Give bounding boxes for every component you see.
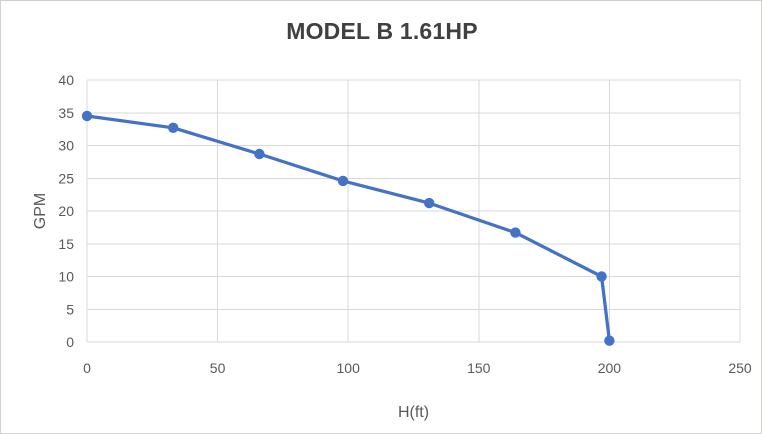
data-point-marker xyxy=(81,110,93,122)
data-point-marker xyxy=(424,197,435,209)
data-point-marker xyxy=(168,122,179,133)
data-point-marker xyxy=(510,227,521,238)
x-tick-label: 150 xyxy=(467,360,491,376)
y-tick-label: 0 xyxy=(66,334,74,350)
x-tick-label: 100 xyxy=(337,360,361,376)
y-tick-label: 15 xyxy=(58,236,74,252)
data-point-marker xyxy=(596,271,607,282)
chart-title: MODEL B 1.61HP xyxy=(286,18,478,44)
y-tick-label: 20 xyxy=(58,203,74,219)
y-tick-label: 30 xyxy=(58,138,74,154)
y-tick-label: 35 xyxy=(58,105,74,121)
x-axis-title: H(ft) xyxy=(397,404,430,421)
y-tick-label: 25 xyxy=(58,170,74,186)
series-line xyxy=(85,114,612,343)
x-tick-label: 50 xyxy=(210,360,226,376)
x-tick-label: 200 xyxy=(598,360,622,376)
data-point-marker xyxy=(254,148,265,160)
y-axis-title: GPM xyxy=(32,192,49,230)
data-point-marker xyxy=(604,335,615,346)
y-tick-label: 10 xyxy=(58,269,74,285)
x-tick-label: 250 xyxy=(728,360,752,376)
y-tick-label: 5 xyxy=(66,301,74,317)
y-tick-label: 40 xyxy=(58,72,74,88)
x-tick-label: 0 xyxy=(83,360,91,376)
data-point-marker xyxy=(337,175,349,187)
